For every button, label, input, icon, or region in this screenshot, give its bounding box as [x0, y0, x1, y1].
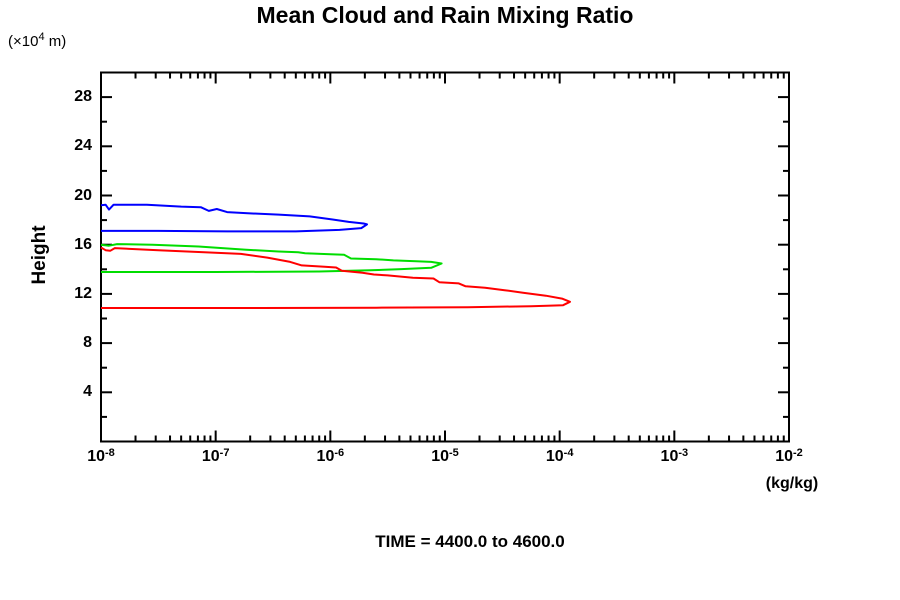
x-tick-base: 10 — [775, 448, 794, 465]
y-unit-suffix: m) — [44, 33, 67, 50]
x-axis-unit-label: (kg/kg) — [765, 475, 819, 492]
x-tick-label: 10-4 — [546, 447, 574, 466]
x-tick-label: 10-2 — [775, 447, 803, 466]
y-tick-label: 20 — [74, 186, 92, 204]
y-tick-label: 28 — [74, 88, 92, 106]
x-tick-label: 10-6 — [317, 447, 345, 466]
x-tick-label: 10-5 — [431, 447, 459, 466]
plot-frame — [100, 71, 790, 443]
x-tick-label: 10-3 — [661, 447, 689, 466]
x-tick-label: 10-8 — [87, 447, 115, 466]
x-tick-base: 10 — [87, 448, 106, 465]
x-tick-exponent: -2 — [793, 447, 803, 459]
x-tick-base: 10 — [201, 448, 220, 465]
red-contour-line — [100, 246, 571, 309]
y-tick-label: 4 — [83, 383, 92, 401]
blue-contour-line — [100, 203, 368, 233]
chart-title: Mean Cloud and Rain Mixing Ratio — [256, 2, 634, 28]
y-tick-label: 12 — [74, 284, 92, 302]
x-tick-exponent: -6 — [334, 447, 345, 459]
x-tick-exponent: -3 — [678, 447, 689, 459]
x-tick-exponent: -7 — [219, 447, 230, 459]
x-tick-exponent: -8 — [105, 447, 115, 459]
y-tick-label: 8 — [83, 334, 92, 352]
x-tick-exponent: -4 — [563, 447, 574, 459]
x-tick-exponent: -5 — [449, 447, 459, 459]
x-tick-label: 10-7 — [202, 447, 230, 466]
y-unit-prefix: (×10 — [8, 33, 39, 50]
y-tick-label: 24 — [74, 137, 92, 155]
y-unit-exponent: 4 — [38, 31, 45, 43]
green-contour-line — [100, 243, 443, 273]
x-tick-base: 10 — [431, 448, 450, 465]
x-tick-base: 10 — [545, 448, 564, 465]
time-caption: TIME = 4400.0 to 4600.0 — [375, 532, 565, 551]
y-tick-label: 16 — [74, 235, 92, 253]
x-tick-base: 10 — [660, 448, 679, 465]
x-tick-base: 10 — [316, 448, 335, 465]
y-axis-unit-label: (×104 m) — [8, 31, 66, 50]
